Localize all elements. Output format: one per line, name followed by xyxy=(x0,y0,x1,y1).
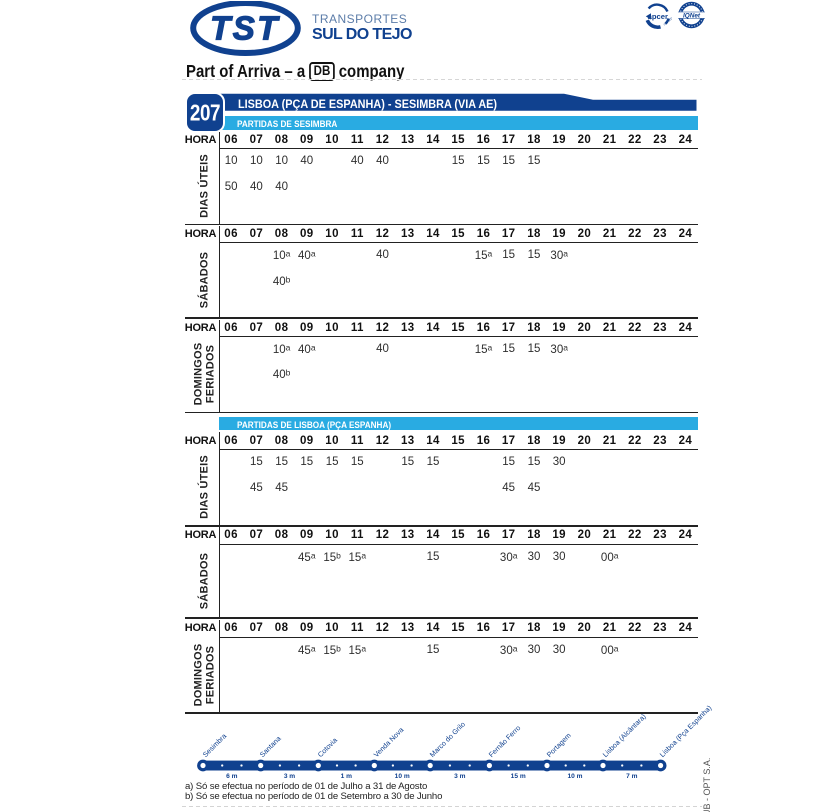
svg-text:TST: TST xyxy=(210,10,280,47)
svg-text:IQNet: IQNet xyxy=(683,13,701,20)
svg-text:apcer: apcer xyxy=(648,12,668,21)
svg-text:ISO 9001: ISO 9001 xyxy=(663,15,672,26)
